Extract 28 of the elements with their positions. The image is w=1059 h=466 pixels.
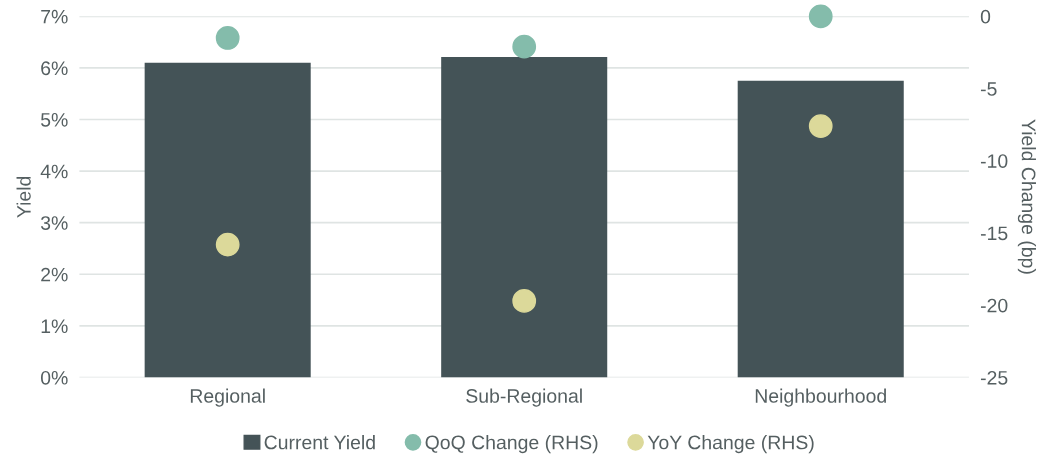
x-tick-label: Sub-Regional <box>466 388 582 407</box>
y2-tick-label: -5 <box>980 82 997 96</box>
y-tick-label: 2% <box>41 267 68 282</box>
x-tick-label: Regional <box>190 388 265 407</box>
point <box>215 26 240 50</box>
y-tick-label: 4% <box>40 164 68 179</box>
y2-tick-label: 0 <box>980 9 991 24</box>
y2-axis-title: Yield Change (bp) <box>1017 119 1036 274</box>
y2-tick-label: -20 <box>980 298 1008 313</box>
y-tick-label: 3% <box>40 216 68 230</box>
y2-tick-label: -10 <box>980 154 1008 169</box>
legend-label: QoQ Change (RHS) <box>425 435 598 454</box>
legend-label: YoY Change (RHS) <box>647 435 814 454</box>
point <box>512 34 537 59</box>
x-tick-label: Neighbourhood <box>755 388 886 407</box>
y-tick-label: 5% <box>40 113 68 127</box>
y-tick-label: 0% <box>40 370 68 385</box>
point <box>215 232 240 257</box>
point <box>808 114 833 138</box>
y-axis-title: Yield <box>16 176 31 218</box>
y-tick-label: 7% <box>41 9 68 24</box>
point <box>808 4 833 29</box>
legend-label: Current Yield <box>264 435 375 450</box>
y2-tick-label: -25 <box>980 370 1008 385</box>
y-tick-label: 1% <box>41 319 68 334</box>
point <box>512 289 537 313</box>
y2-tick-label: -15 <box>980 226 1008 241</box>
y-tick-label: 6% <box>41 61 68 76</box>
